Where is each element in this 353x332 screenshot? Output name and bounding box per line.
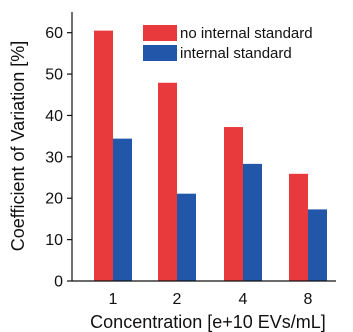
legend-swatch: [143, 25, 177, 41]
x-tick-label: 4: [239, 291, 248, 308]
y-ticks: 0 10 20 30 40 50 60: [45, 25, 72, 291]
bar-no-internal-standard-8: [289, 173, 308, 281]
y-axis-title: Coefficient of Variation [%]: [8, 41, 28, 251]
y-tick-label: 0: [54, 274, 63, 291]
x-tick-label: 1: [109, 291, 118, 308]
x-tick-label: 2: [173, 291, 182, 308]
x-axis-title: Concentration [e+10 EVs/mL]: [90, 312, 326, 332]
x-tick-label: 8: [304, 291, 313, 308]
legend-label: internal standard: [180, 45, 292, 62]
y-tick-label: 60: [45, 25, 63, 42]
bar-internal-standard-1: [113, 138, 132, 281]
x-ticks: 1 2 4 8: [109, 291, 313, 308]
bar-internal-standard-8: [308, 209, 327, 281]
y-tick-label: 30: [45, 149, 63, 166]
bar-internal-standard-2: [177, 193, 196, 281]
y-tick-label: 10: [45, 232, 63, 249]
legend-swatch: [143, 45, 177, 61]
legend-label: no internal standard: [180, 25, 313, 42]
y-tick-label: 20: [45, 191, 63, 208]
bars-layer: [94, 30, 327, 282]
bar-internal-standard-4: [243, 163, 262, 281]
bar-no-internal-standard-1: [94, 30, 113, 281]
y-tick-label: 40: [45, 108, 63, 125]
bar-no-internal-standard-4: [224, 127, 243, 282]
y-tick-label: 50: [45, 67, 63, 84]
legend: no internal standard internal standard: [143, 25, 313, 62]
bar-no-internal-standard-2: [158, 82, 177, 281]
